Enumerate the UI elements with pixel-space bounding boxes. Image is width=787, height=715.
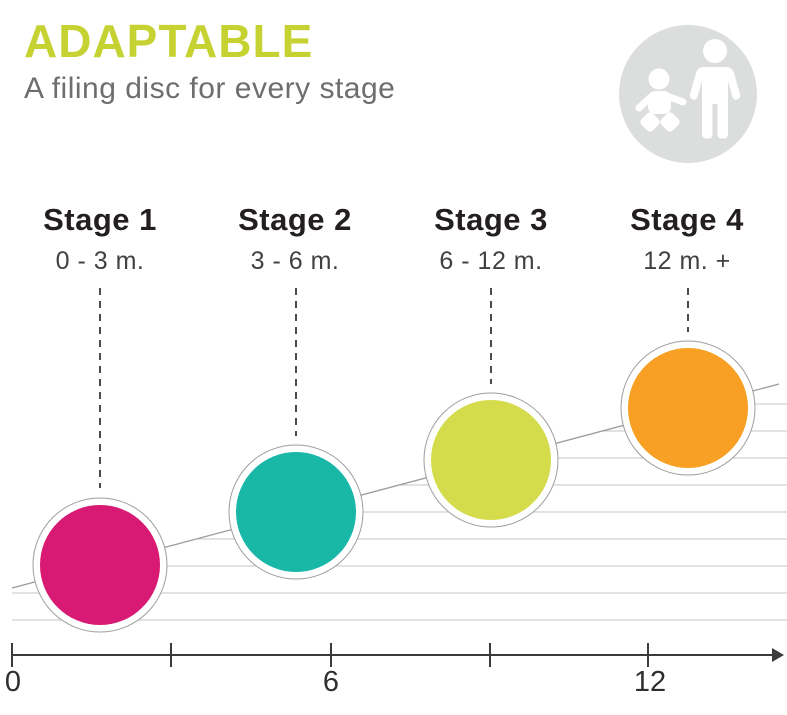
axis-tick-label-0: 0: [4, 666, 22, 698]
stage-1-label: Stage 1: [43, 202, 157, 237]
stage-4-label: Stage 4: [630, 202, 744, 237]
stage-3-label: Stage 3: [434, 202, 548, 237]
stage-1-range: 0 - 3 m.: [55, 247, 145, 275]
stage-4-column: Stage 4 12 m. +: [597, 202, 777, 276]
stage-4-range: 12 m. +: [643, 247, 731, 275]
stage-2-range: 3 - 6 m.: [250, 247, 340, 275]
page-subtitle: A filing disc for every stage: [24, 72, 396, 105]
stage-1-disc: [40, 505, 160, 625]
axis-tick-label-12: 12: [633, 666, 667, 698]
axis-arrow-icon: [772, 648, 784, 662]
parent-and-baby-icon: [619, 25, 757, 163]
stage-3-range: 6 - 12 m.: [439, 247, 543, 275]
page-title: ADAPTABLE: [24, 15, 314, 67]
stage-2-disc: [236, 452, 356, 572]
stage-3-disc: [431, 400, 551, 520]
adult-figure-icon: [689, 39, 741, 139]
stage-connectors: [99, 288, 689, 488]
stage-1-column: Stage 1 0 - 3 m.: [10, 202, 190, 276]
stage-3-column: Stage 3 6 - 12 m.: [401, 202, 581, 276]
stage-4-disc: [628, 348, 748, 468]
axis-tick-label-6: 6: [322, 666, 340, 698]
stage-2-column: Stage 2 3 - 6 m.: [205, 202, 385, 276]
stage-2-label: Stage 2: [238, 202, 352, 237]
baby-figure-icon: [635, 68, 687, 132]
month-axis: [11, 643, 774, 667]
